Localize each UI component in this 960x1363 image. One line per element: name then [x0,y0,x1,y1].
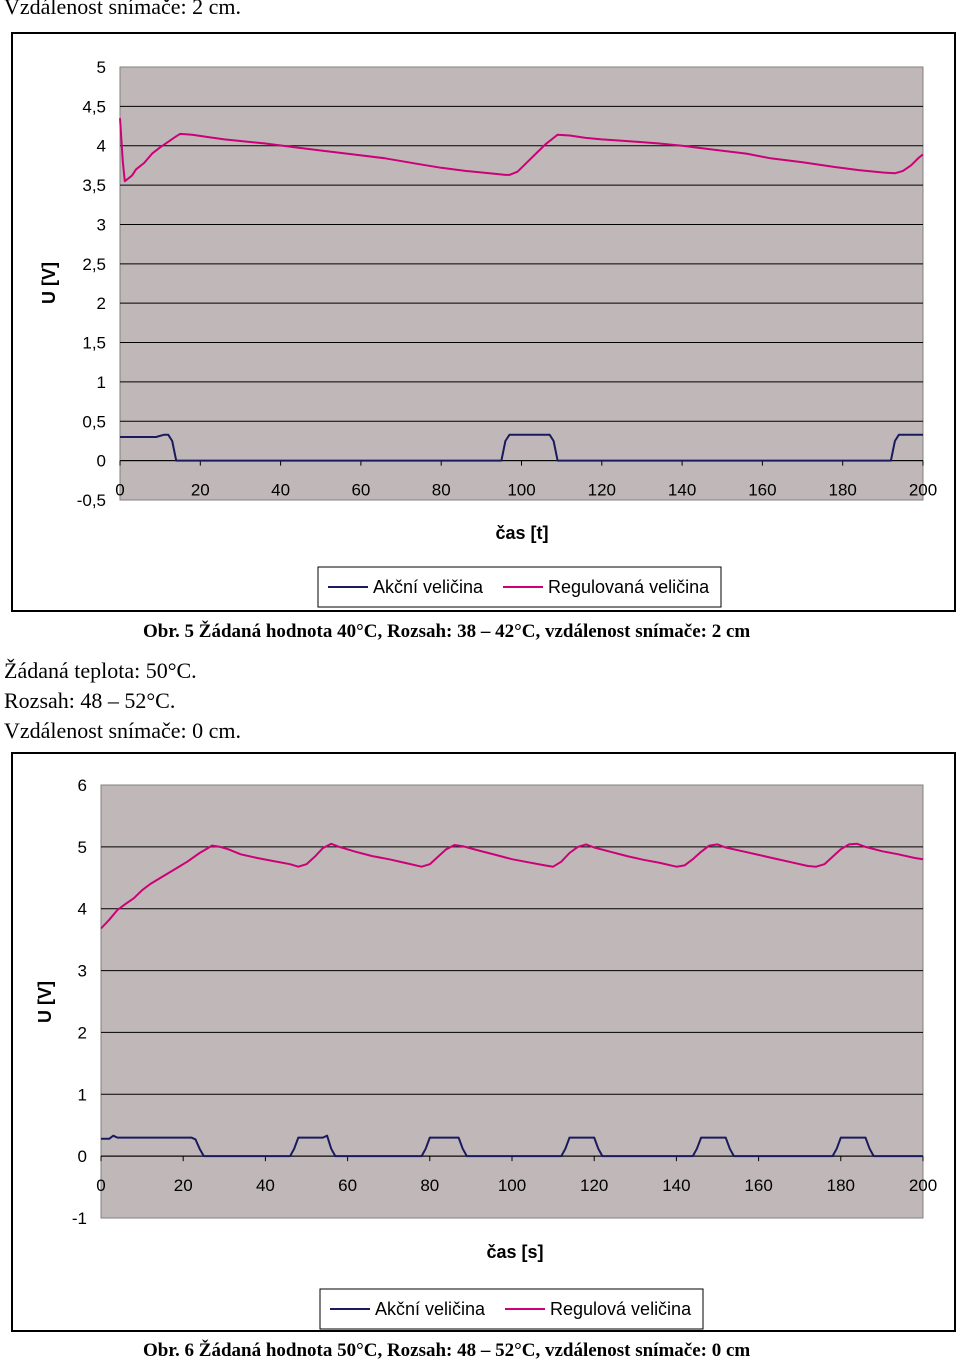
x-tick-label: 140 [662,1176,690,1195]
y-tick-label: 5 [78,838,87,857]
legend-entry: Akční veličina [375,1299,486,1319]
x-tick-label: 40 [271,481,290,500]
range-text: Rozsah: 48 – 52°C. [4,688,176,713]
y-tick-label: 4,5 [82,97,106,116]
y-tick-label: -0,5 [77,491,106,510]
x-tick-label: 140 [668,481,696,500]
x-tick-label: 160 [744,1176,772,1195]
y-tick-label: 0,5 [82,412,106,431]
x-tick-label: 100 [498,1176,526,1195]
series-line-regulated [119,118,924,183]
chart-2: 6 5 4 3 2 1 0 -1 0 20 40 60 80 100 120 140 160 180 200 čas … [35,776,937,1330]
y-axis-title: U [V] [35,981,55,1023]
figure-5-caption: Obr. 5 Žádaná hodnota 40°C, Rozsah: 38 –… [143,621,751,642]
x-tick-label: 0 [115,481,124,500]
legend-entry: Regulovaná veličina [548,577,710,597]
plot-area [100,784,924,1219]
y-tick-label: -1 [72,1209,87,1228]
chart-2-frame: 6 5 4 3 2 1 0 -1 0 20 40 60 80 100 120 140 160 180 200 čas … [11,752,956,1332]
setpoint-text: Žádaná teplota: 50°C. [4,658,197,683]
x-axis-title: čas [t] [495,523,548,543]
y-tick-label: 1 [78,1085,87,1104]
y-tick-label: 4 [78,900,87,919]
x-tick-label: 80 [432,481,451,500]
y-tick-label: 3,5 [82,176,106,195]
y-tick-label: 1,5 [82,334,106,353]
y-tick-label: 0 [78,1147,87,1166]
x-tick-label: 40 [256,1176,275,1195]
x-tick-label: 200 [909,1176,937,1195]
legend: Akční veličina Regulovaná veličina [317,566,722,608]
distance-text: Vzdálenost snímače: 0 cm. [4,718,242,743]
y-tick-label: 5 [97,58,106,77]
legend-entry: Regulová veličina [550,1299,692,1319]
chart-1: 5 4,5 4 3,5 3 2,5 2 1,5 1 0,5 0 -0,5 0 20 40 60 80 100 120… [39,58,937,608]
x-tick-label: 200 [909,481,937,500]
y-tick-label: 6 [78,776,87,795]
series-line-action [101,1134,923,1158]
y-tick-label: 0 [97,452,106,471]
x-tick-label: 160 [748,481,776,500]
chart-1-frame: 5 4,5 4 3,5 3 2,5 2 1,5 1 0,5 0 -0,5 0 20 40 60 80 100 120… [11,32,956,612]
legend: Akční veličina Regulová veličina [319,1288,704,1330]
legend-entry: Akční veličina [373,577,484,597]
x-tick-label: 20 [191,481,210,500]
y-tick-label: 2,5 [82,255,106,274]
y-tick-label: 4 [97,137,106,156]
x-tick-label: 60 [338,1176,357,1195]
y-tick-label: 2 [97,294,106,313]
figure-6-caption: Obr. 6 Žádaná hodnota 50°C, Rozsah: 48 –… [143,1340,751,1361]
x-axis-title: čas [s] [486,1242,543,1262]
x-tick-label: 120 [580,1176,608,1195]
y-tick-label: 3 [97,215,106,234]
x-tick-label: 180 [829,481,857,500]
x-tick-label: 20 [174,1176,193,1195]
series-line-action [120,433,923,462]
x-tick-label: 80 [420,1176,439,1195]
y-tick-label: 1 [97,373,106,392]
x-tick-label: 120 [588,481,616,500]
y-tick-label: 2 [78,1023,87,1042]
x-tick-label: 0 [96,1176,105,1195]
x-tick-label: 180 [827,1176,855,1195]
y-tick-label: 3 [78,962,87,981]
plot-area [119,66,924,501]
x-tick-label: 100 [507,481,535,500]
sensor-distance-text: Vzdálenost snímače: 2 cm. [4,0,242,19]
y-axis-title: U [V] [39,262,59,304]
x-tick-label: 60 [351,481,370,500]
series-line-regulated [100,842,924,930]
